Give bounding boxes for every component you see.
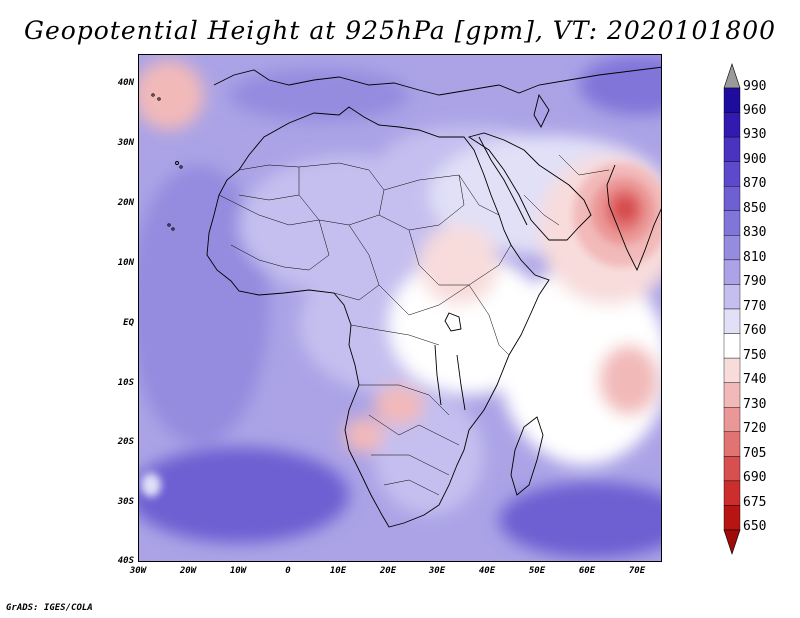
lon-label-70e: 70E bbox=[628, 566, 646, 576]
lon-label-40e: 40E bbox=[478, 566, 496, 576]
colorbar-label-650: 650 bbox=[743, 519, 767, 534]
colorbar-segment bbox=[723, 186, 741, 211]
colorbar-segment bbox=[723, 308, 741, 334]
lon-label-20e: 20E bbox=[379, 566, 397, 576]
lon-label-0: 0 bbox=[285, 566, 291, 576]
colorbar-segment bbox=[723, 161, 741, 187]
lon-label-50e: 50E bbox=[528, 566, 546, 576]
lat-label-10n: 10N bbox=[117, 258, 134, 268]
colorbar-segment bbox=[723, 284, 741, 310]
colorbar-bottom-arrow bbox=[723, 529, 741, 555]
lon-label-10w: 10W bbox=[229, 566, 247, 576]
colorbar-label-900: 900 bbox=[743, 152, 767, 167]
lat-label-40n: 40N bbox=[117, 78, 134, 88]
field-shading bbox=[139, 55, 661, 558]
colorbar-label-930: 930 bbox=[743, 127, 767, 142]
colorbar-segment bbox=[723, 357, 741, 383]
colorbar-label-810: 810 bbox=[743, 250, 767, 265]
colorbar-label-690: 690 bbox=[743, 470, 767, 485]
colorbar-label-790: 790 bbox=[743, 274, 767, 289]
colorbar-segment bbox=[723, 480, 741, 506]
lat-label-10s: 10S bbox=[117, 378, 134, 388]
coastlines bbox=[151, 66, 661, 528]
colorbar-segment bbox=[723, 136, 741, 162]
colorbar-label-770: 770 bbox=[743, 299, 767, 314]
lat-label-eq: EQ bbox=[123, 318, 134, 328]
colorbar-segment bbox=[723, 235, 741, 261]
lat-label-30s: 30S bbox=[117, 497, 134, 507]
colorbar-label-960: 960 bbox=[743, 103, 767, 118]
colorbar-label-830: 830 bbox=[743, 225, 767, 240]
colorbar-label-760: 760 bbox=[743, 323, 767, 338]
colorbar-segment bbox=[723, 333, 741, 359]
lon-label-60e: 60E bbox=[578, 566, 596, 576]
colorbar-segment bbox=[723, 456, 741, 482]
colorbar-label-740: 740 bbox=[743, 372, 767, 387]
map-title: Geopotential Height at 925hPa [gpm], VT:… bbox=[23, 16, 777, 45]
lat-label-20s: 20S bbox=[117, 437, 134, 447]
colorbar-segment bbox=[723, 431, 741, 457]
lat-label-40s: 40S bbox=[117, 556, 134, 566]
colorbar-top-arrow bbox=[723, 63, 741, 89]
colorbar-label-705: 705 bbox=[743, 446, 767, 461]
lon-label-30e: 30E bbox=[428, 566, 446, 576]
colorbar-label-730: 730 bbox=[743, 397, 767, 412]
warm-core-low bbox=[141, 163, 661, 497]
colorbar-segment bbox=[723, 259, 741, 285]
colorbar-label-850: 850 bbox=[743, 201, 767, 216]
colorbar-segment bbox=[723, 210, 741, 236]
lat-label-20n: 20N bbox=[117, 198, 134, 208]
colorbar-segment bbox=[723, 505, 741, 531]
height-field-map bbox=[139, 55, 661, 561]
grads-credit: GrADS: IGES/COLA bbox=[6, 603, 93, 613]
colorbar-segment bbox=[723, 382, 741, 408]
colorbar-segments bbox=[723, 87, 741, 531]
colorbar-label-675: 675 bbox=[743, 495, 767, 510]
colorbar-label-990: 990 bbox=[743, 79, 767, 94]
colorbar-label-720: 720 bbox=[743, 421, 767, 436]
lon-label-10e: 10E bbox=[329, 566, 347, 576]
colorbar-label-750: 750 bbox=[743, 348, 767, 363]
colorbar-segment bbox=[723, 87, 741, 113]
colorbar bbox=[723, 63, 741, 555]
lon-label-30w: 30W bbox=[129, 566, 147, 576]
colorbar-segment bbox=[723, 407, 741, 432]
colorbar-segment bbox=[723, 112, 741, 138]
lat-label-30n: 30N bbox=[117, 138, 134, 148]
colorbar-label-870: 870 bbox=[743, 176, 767, 191]
lon-label-20w: 20W bbox=[179, 566, 197, 576]
country-borders bbox=[218, 154, 610, 496]
map-panel bbox=[138, 54, 662, 562]
